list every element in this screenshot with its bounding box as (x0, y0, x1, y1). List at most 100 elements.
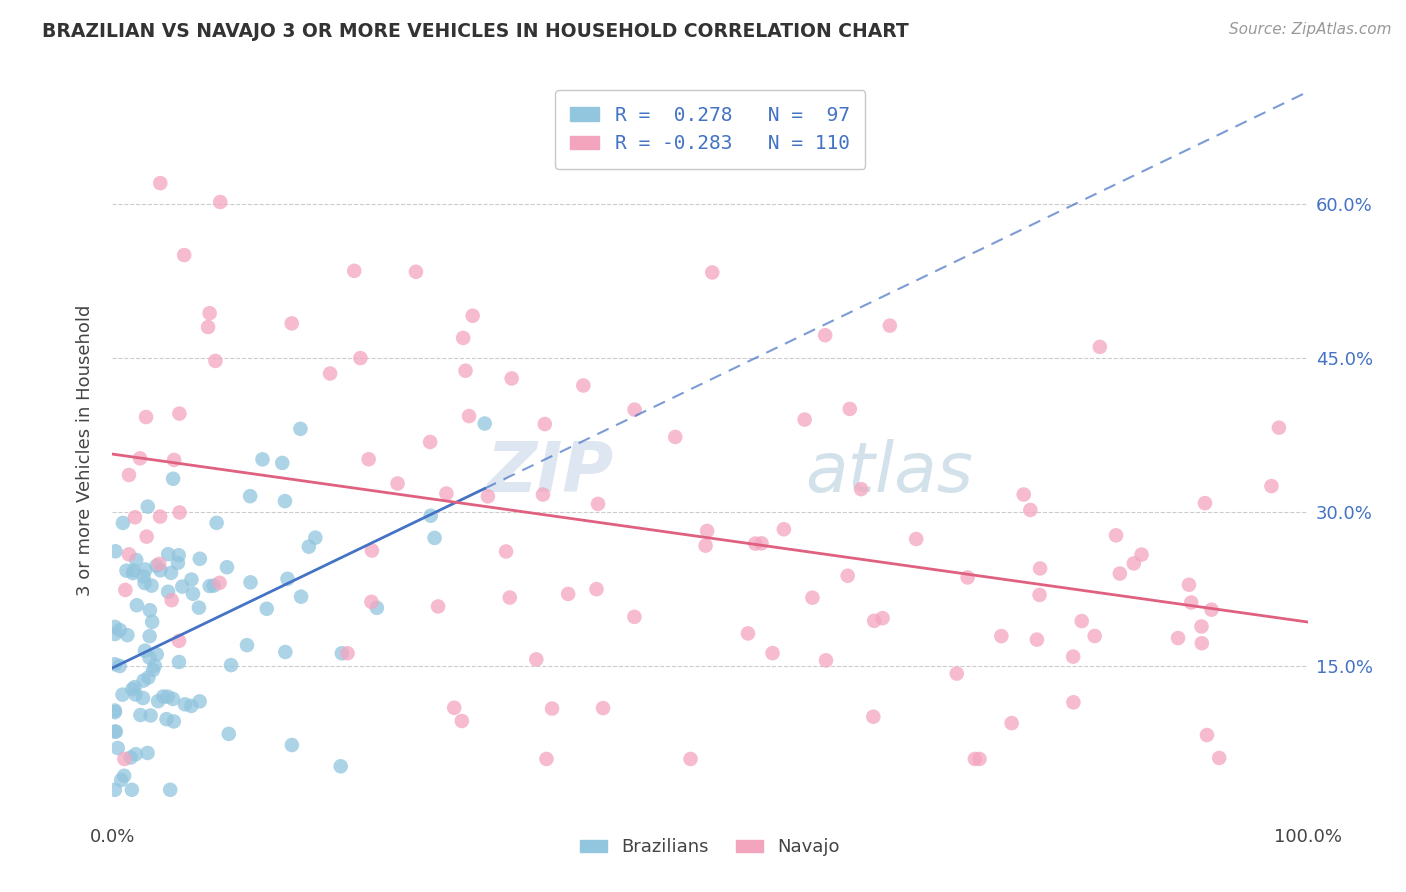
Point (215, 560, 238, 574)
Point (1268, 420, 1291, 434)
Point (423, 531, 446, 545)
Point (118, 467, 141, 482)
Point (1191, 636, 1213, 650)
Point (501, 371, 523, 385)
Point (1001, 716, 1024, 731)
Point (122, 566, 145, 580)
Point (290, 590, 312, 604)
Point (349, 351, 371, 365)
Point (157, 584, 180, 599)
Point (145, 558, 167, 573)
Point (585, 582, 607, 596)
Point (136, 500, 159, 514)
Point (124, 680, 146, 694)
Point (107, 741, 129, 756)
Point (169, 505, 191, 519)
Point (167, 556, 190, 570)
Point (1130, 548, 1153, 562)
Point (108, 623, 131, 637)
Point (160, 593, 183, 607)
Point (623, 610, 645, 624)
Point (204, 354, 226, 368)
Point (219, 658, 242, 673)
Point (744, 536, 766, 550)
Point (1062, 649, 1084, 664)
Point (319, 367, 342, 381)
Point (141, 615, 163, 629)
Point (281, 317, 304, 331)
Point (450, 714, 472, 728)
Point (141, 579, 163, 593)
Point (1070, 614, 1092, 628)
Point (112, 769, 135, 783)
Point (419, 435, 441, 450)
Point (142, 663, 165, 677)
Point (208, 575, 231, 590)
Point (474, 417, 496, 431)
Point (969, 752, 991, 766)
Point (138, 650, 160, 665)
Point (134, 644, 156, 658)
Point (405, 265, 427, 279)
Point (801, 591, 824, 605)
Point (162, 472, 184, 486)
Point (837, 568, 859, 582)
Point (134, 562, 156, 576)
Point (458, 409, 481, 423)
Legend: Brazilians, Navajo: Brazilians, Navajo (572, 831, 848, 863)
Point (290, 422, 312, 436)
Point (104, 704, 127, 718)
Point (180, 698, 202, 713)
Point (1180, 595, 1202, 609)
Point (274, 494, 297, 508)
Point (524, 652, 547, 666)
Point (533, 417, 555, 431)
Point (104, 705, 127, 719)
Point (236, 638, 259, 652)
Point (120, 750, 142, 764)
Point (104, 724, 127, 739)
Point (132, 569, 155, 583)
Point (1208, 751, 1230, 765)
Point (814, 653, 837, 667)
Point (145, 648, 167, 662)
Point (239, 489, 262, 503)
Point (343, 264, 366, 278)
Point (557, 587, 579, 601)
Point (122, 564, 145, 578)
Point (135, 410, 157, 425)
Point (138, 629, 160, 643)
Point (1167, 631, 1189, 645)
Point (156, 690, 179, 704)
Point (1025, 632, 1047, 647)
Point (125, 598, 148, 612)
Point (879, 318, 901, 333)
Point (572, 378, 595, 392)
Point (737, 626, 759, 640)
Point (1029, 561, 1052, 575)
Point (454, 364, 477, 378)
Point (696, 524, 718, 538)
Point (135, 530, 157, 544)
Point (329, 759, 352, 773)
Point (451, 331, 474, 345)
Point (188, 694, 211, 708)
Point (1191, 619, 1213, 633)
Point (1122, 557, 1144, 571)
Point (1062, 695, 1084, 709)
Point (1178, 578, 1201, 592)
Point (129, 708, 152, 723)
Point (419, 508, 441, 523)
Point (271, 456, 294, 470)
Point (239, 575, 262, 590)
Point (863, 614, 886, 628)
Point (838, 401, 860, 416)
Point (136, 746, 159, 760)
Text: BRAZILIAN VS NAVAJO 3 OR MORE VEHICLES IN HOUSEHOLD CORRELATION CHART: BRAZILIAN VS NAVAJO 3 OR MORE VEHICLES I… (42, 22, 908, 41)
Point (461, 309, 484, 323)
Point (434, 486, 457, 500)
Point (218, 727, 240, 741)
Point (138, 671, 160, 685)
Point (104, 657, 127, 672)
Point (905, 532, 928, 546)
